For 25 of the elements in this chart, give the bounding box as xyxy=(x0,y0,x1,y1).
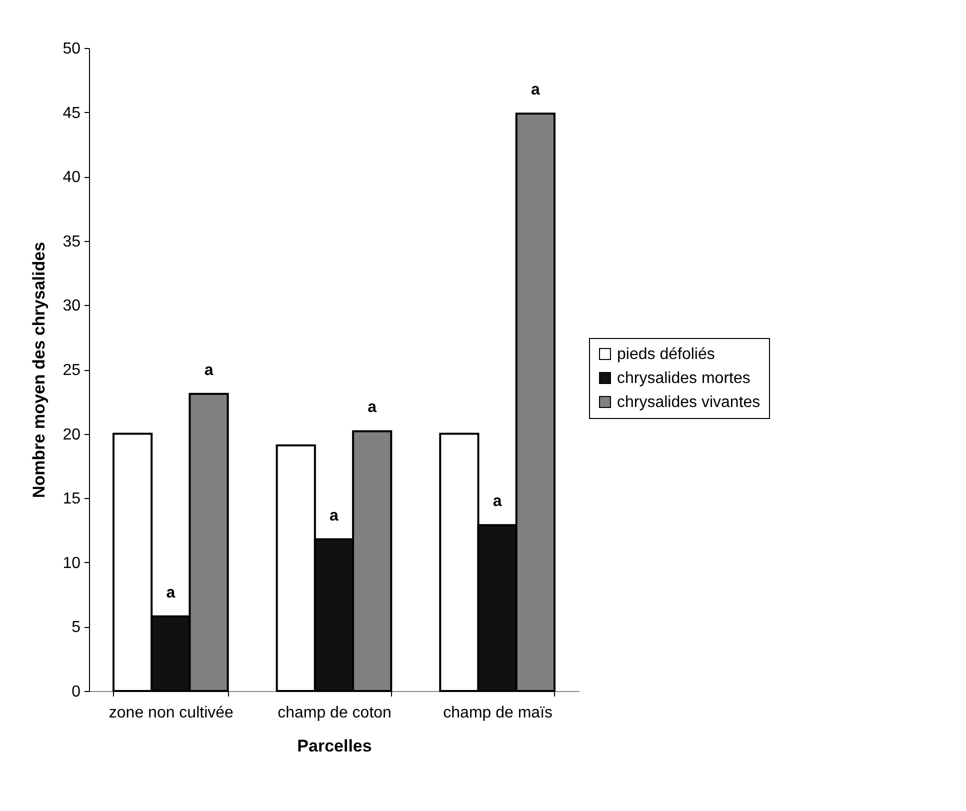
legend-label: chrysalides vivantes xyxy=(617,394,760,411)
y-tick-label: 15 xyxy=(62,490,81,508)
legend-label: pieds défoliés xyxy=(617,346,715,363)
y-tick-label: 50 xyxy=(62,40,81,58)
legend-label: chrysalides mortes xyxy=(617,370,750,387)
x-tick-label: zone non cultivée xyxy=(108,704,234,722)
data-label: a xyxy=(368,399,377,416)
y-tick-label: 45 xyxy=(62,104,81,122)
y-tick-label: 25 xyxy=(62,362,81,379)
y-tick-label: 35 xyxy=(62,233,81,250)
y-tick-label: 30 xyxy=(62,298,81,315)
data-label: a xyxy=(530,82,540,99)
y-axis-title: Nombre moyen des chrysalides xyxy=(30,242,49,498)
y-tick-label: 0 xyxy=(72,684,81,700)
y-tick-label: 20 xyxy=(62,426,81,444)
data-label: a xyxy=(492,493,502,510)
data-label: a xyxy=(330,507,339,524)
data-label: a xyxy=(166,584,176,602)
y-tick-label: 40 xyxy=(62,169,81,186)
y-tick-label: 5 xyxy=(72,619,81,636)
data-label: a xyxy=(204,362,214,379)
x-axis-title: Parcelles xyxy=(297,736,372,756)
x-tick-label: champ de coton xyxy=(278,704,392,722)
x-tick-label: champ de maïs xyxy=(443,704,553,722)
y-tick-label: 10 xyxy=(62,554,81,572)
